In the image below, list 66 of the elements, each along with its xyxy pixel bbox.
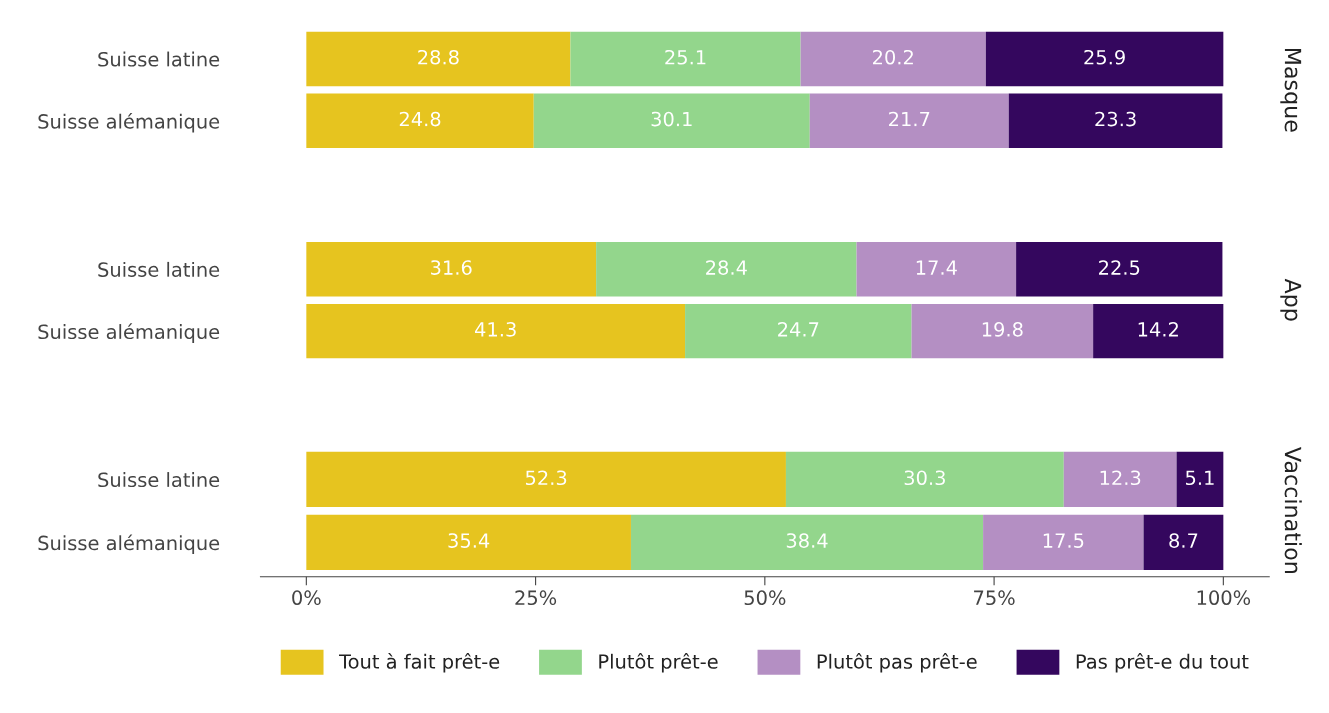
bar [630, 514, 984, 570]
data-label: 41.3 [475, 322, 516, 337]
x-tick-label: 50% [744, 590, 786, 606]
bar [1008, 93, 1223, 148]
bar [1093, 303, 1224, 359]
data-label: 24.7 [778, 322, 819, 337]
data-label: 14.2 [1138, 322, 1178, 337]
y-tick-label: Suisse latine [98, 261, 220, 277]
bar [570, 31, 801, 87]
data-label: 5.1 [1186, 470, 1214, 486]
data-label: 19.8 [982, 322, 1023, 337]
y-tick-label: Suisse alémanique [38, 323, 220, 343]
y2-axis-title: Vaccination [1284, 447, 1302, 573]
data-label: 25.1 [665, 49, 706, 65]
bar [306, 93, 534, 148]
bar [1016, 242, 1223, 297]
data-label: 22.5 [1099, 260, 1140, 275]
x-tick-label: 100% [1197, 590, 1251, 606]
y-tick-label: Suisse latine [98, 51, 220, 67]
data-label: 38.4 [786, 533, 828, 548]
data-label: 28.8 [418, 49, 459, 65]
data-label: 30.3 [904, 470, 945, 486]
bar [1063, 451, 1177, 508]
bar [685, 303, 912, 359]
x-tick-label: 0% [292, 590, 321, 606]
bar [1176, 451, 1224, 508]
data-label: 21.7 [889, 111, 930, 127]
data-label: 17.5 [1043, 533, 1084, 548]
data-label: 52.3 [525, 470, 567, 486]
data-label: 35.4 [448, 533, 490, 548]
bar [306, 514, 631, 570]
data-label: 28.4 [706, 260, 747, 275]
data-label: 12.3 [1100, 470, 1141, 486]
bar [533, 93, 810, 148]
data-label: 20.2 [873, 49, 913, 65]
legend-label: Pas prêt-e du tout [1076, 653, 1249, 673]
y-tick-label: Suisse latine [98, 472, 220, 488]
legend-label: Plutôt pas prêt-e [817, 653, 977, 673]
data-label: 24.8 [399, 111, 441, 127]
bar [596, 242, 857, 297]
y2-axis-title: App [1280, 278, 1302, 321]
bar [785, 451, 1064, 508]
data-label: 17.4 [916, 260, 957, 275]
x-tick-label: 75% [974, 590, 1015, 606]
y2-axis-title: Masque [1280, 48, 1302, 132]
y-tick-label: Suisse alémanique [38, 112, 220, 133]
data-label: 31.6 [431, 260, 472, 275]
bar [856, 242, 1017, 297]
bar [306, 451, 786, 508]
bar [809, 93, 1009, 148]
bar [985, 31, 1224, 87]
data-label: 8.7 [1169, 533, 1198, 548]
bar [983, 514, 1144, 570]
legend-label: Tout à fait prêt-e [339, 653, 500, 673]
bar [800, 31, 986, 87]
bar [911, 303, 1094, 359]
x-tick-label: 25% [515, 590, 557, 606]
y-tick-label: Suisse alémanique [38, 534, 220, 555]
bar [306, 31, 571, 87]
data-label: 23.3 [1095, 111, 1136, 127]
bar [306, 303, 686, 359]
bar [1143, 514, 1224, 570]
data-label: 25.9 [1084, 49, 1125, 65]
data-label: 30.1 [651, 111, 692, 127]
legend-label: Plutôt prêt-e [599, 653, 718, 673]
bar [306, 242, 597, 297]
